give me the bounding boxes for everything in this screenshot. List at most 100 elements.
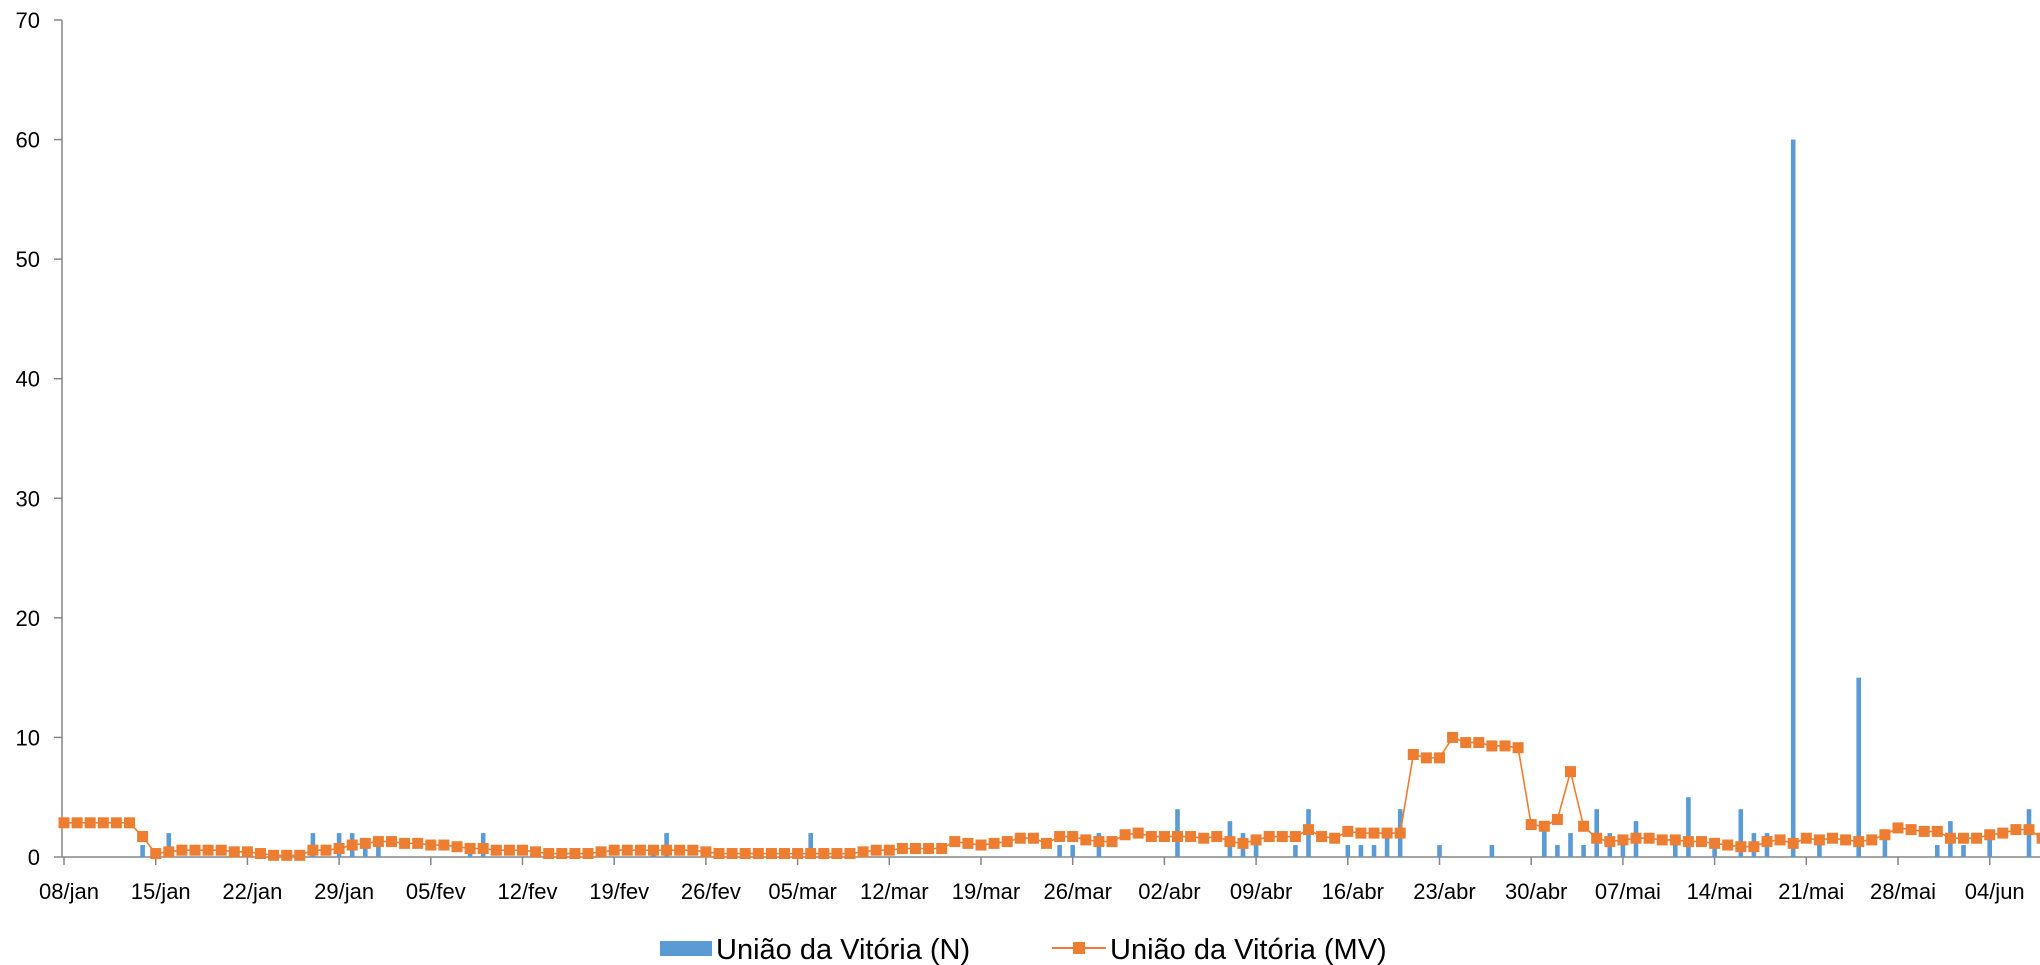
line-point [1578,820,1590,832]
line-point [1355,827,1367,839]
bar [140,845,145,857]
line-point [1250,834,1262,846]
line-point [1643,832,1655,844]
line-point [713,848,725,860]
legend-swatch-marker [1073,942,1085,954]
line-point [1198,832,1210,844]
line-point [1289,831,1301,843]
bar [1712,845,1717,857]
line-point [1735,841,1747,853]
line-point [1984,829,1996,841]
line-point [1329,832,1341,844]
y-tick-label: 0 [28,845,40,870]
bar [1057,845,1062,857]
bar [1935,845,1940,857]
line-point [1971,832,1983,844]
line-point [2036,832,2040,844]
line-point [595,846,607,858]
line-point [988,837,1000,849]
line-point [1119,829,1131,841]
line-point [1224,836,1236,848]
bar [1555,845,1560,857]
line-point [84,817,96,829]
x-tick-label: 26/mar [1043,879,1111,904]
y-tick-label: 60 [16,128,40,153]
line-point [634,844,646,856]
line-point [412,837,424,849]
bar [1790,139,1796,857]
line-point [543,848,555,860]
y-tick-label: 50 [16,247,40,272]
y-tick-label: 70 [16,8,40,33]
line-point [779,848,790,860]
bar [1673,845,1678,857]
line-point [320,844,332,856]
line-point [1748,841,1760,853]
line-point [1447,731,1459,743]
legend-label-line: União da Vitória (MV) [1110,934,1387,965]
line-point [1669,834,1681,846]
line-point [674,844,686,856]
line-point [1918,825,1930,837]
line-point [294,849,306,861]
line-point [372,836,384,848]
line-point [805,848,817,860]
line-point [137,831,149,843]
line-point [503,844,515,856]
bar [1817,845,1822,857]
line-point [399,837,411,849]
line-point [1840,834,1852,846]
line-point [1132,827,1144,839]
line-point [896,843,908,855]
x-axis: 08/jan 15/jan 22/jan 29/jan 05/fev 12/fev 19/f… [39,856,2040,904]
series-line [64,736,2040,857]
line-point [163,846,175,858]
bar [1581,845,1586,857]
line-point [241,846,253,858]
bar [1293,845,1298,857]
line-point [1630,832,1642,844]
line-point [228,846,240,858]
bar [1620,845,1626,857]
line-point [1682,836,1694,848]
line-point [1827,832,1838,844]
line-point [1591,832,1603,844]
line-point [359,837,371,849]
line-point [346,839,358,851]
bar [1738,809,1744,857]
x-tick-label: 21/mai [1778,879,1844,904]
legend-swatch-bar [660,941,712,956]
x-tick-label: 05/mar [768,879,836,904]
bar [1384,833,1390,857]
line-point [621,844,633,856]
line-point [844,848,856,860]
line-point [451,841,463,853]
line-point [661,844,673,856]
y-tick-label: 10 [16,725,40,750]
bar [1961,845,1966,857]
line-point [268,849,280,861]
line-point [1656,834,1668,846]
line-point [1853,836,1865,848]
line-point [1237,837,1249,849]
x-tick-label: 05/fev [406,879,466,904]
x-tick-label: 15/jan [131,879,191,904]
line-point [176,844,188,856]
line-point [687,844,699,856]
x-tick-label: 08/jan [39,879,99,904]
line-point [386,836,397,848]
line-point [97,817,109,829]
legend: União da Vitória (N) União da Vitória (M… [660,934,1387,965]
line-point [490,844,502,856]
line-point [1512,742,1524,754]
line-point [1211,831,1223,843]
x-tick-label: 04/jun [1965,879,2025,904]
line-point [556,848,568,860]
line-point [1617,834,1629,846]
bar [1987,833,1992,857]
line-point [962,837,974,849]
line-point [765,848,777,860]
line-point [726,848,738,860]
x-tick-label: 30/abr [1505,879,1567,904]
